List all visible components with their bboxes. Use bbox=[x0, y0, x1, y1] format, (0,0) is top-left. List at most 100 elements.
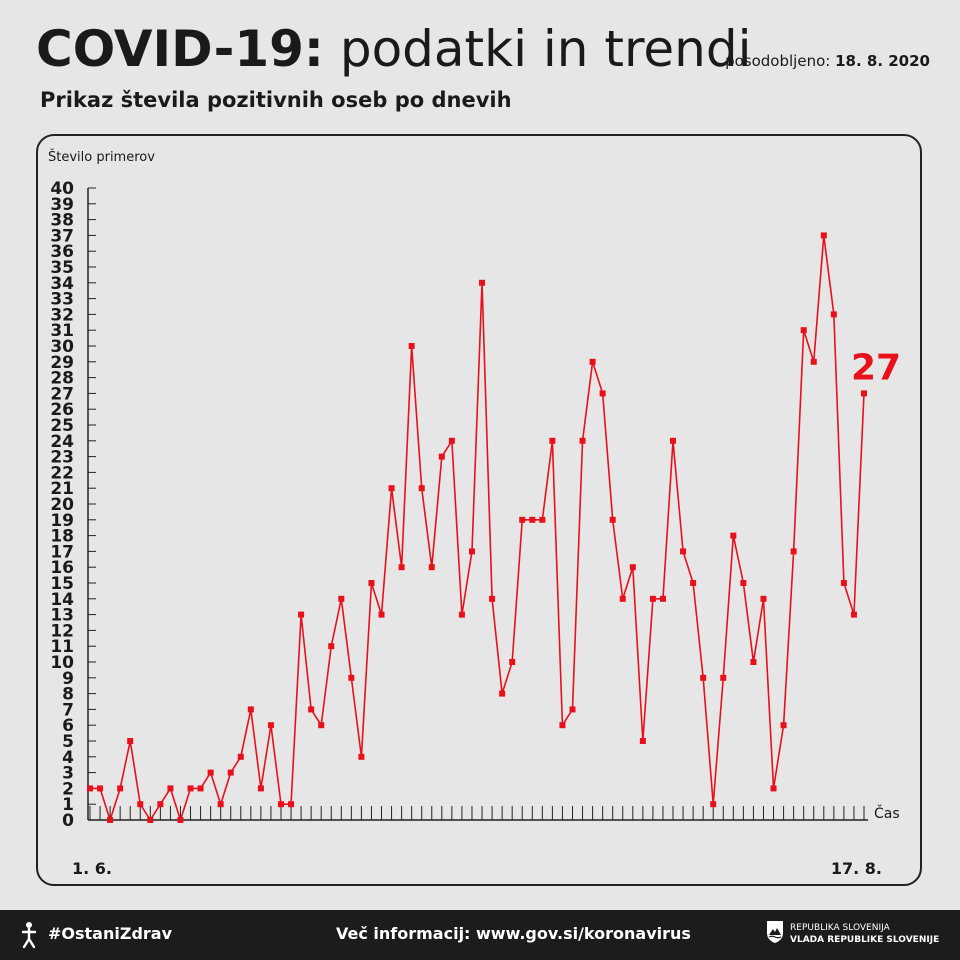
data-point bbox=[690, 580, 697, 586]
data-point bbox=[418, 485, 425, 492]
data-point bbox=[599, 390, 606, 397]
data-point bbox=[629, 564, 636, 571]
data-point bbox=[649, 595, 656, 602]
title-light: podatki in trendi bbox=[339, 20, 752, 78]
y-tick-label: 9 bbox=[62, 669, 74, 689]
gov-line-2: VLADA REPUBLIKE SLOVENIJE bbox=[790, 935, 940, 945]
y-tick-label: 1 bbox=[62, 795, 74, 815]
data-point bbox=[840, 580, 847, 586]
data-point bbox=[619, 595, 626, 602]
chart-panel: Število primerov 0 1 2 3 4 5 6 7 8 9 10 11 12 13 14 15 16… bbox=[36, 134, 922, 886]
y-tick-label: 4 bbox=[62, 748, 74, 768]
data-point bbox=[730, 532, 737, 539]
data-point bbox=[328, 643, 335, 650]
data-point bbox=[97, 785, 104, 792]
y-tick-label: 6 bbox=[62, 716, 74, 736]
data-point bbox=[549, 437, 556, 444]
data-point bbox=[127, 738, 134, 744]
data-point bbox=[368, 580, 375, 586]
title-bold: COVID-19: bbox=[36, 20, 324, 78]
x-axis-label: Čas bbox=[874, 804, 900, 822]
data-point bbox=[187, 785, 194, 792]
data-point bbox=[338, 595, 345, 602]
data-point bbox=[659, 595, 666, 602]
y-tick-label: 5 bbox=[62, 732, 74, 752]
data-point bbox=[820, 232, 827, 239]
data-point bbox=[800, 327, 807, 334]
data-point bbox=[267, 722, 274, 729]
data-point bbox=[177, 817, 184, 823]
x-start-label: 1. 6. bbox=[72, 859, 112, 878]
hashtag: #OstaniZdrav bbox=[48, 924, 173, 943]
data-point bbox=[298, 611, 305, 618]
y-tick-label: 21 bbox=[50, 479, 74, 499]
data-point bbox=[438, 453, 445, 460]
y-tick-label: 32 bbox=[50, 305, 74, 325]
data-point bbox=[257, 785, 264, 792]
data-point bbox=[207, 769, 214, 776]
data-point bbox=[499, 690, 506, 697]
footer: #OstaniZdrav Več informacij: www.gov.si/… bbox=[0, 910, 960, 960]
data-point bbox=[147, 817, 154, 823]
last-value-label: 27 bbox=[851, 347, 901, 388]
y-tick-label: 31 bbox=[50, 321, 74, 341]
y-tick-label: 2 bbox=[62, 779, 74, 799]
y-tick-label: 33 bbox=[50, 290, 74, 310]
slovenia-crest-icon bbox=[767, 921, 783, 943]
data-point bbox=[529, 516, 536, 523]
government-logo-text: REPUBLIKA SLOVENIJA VLADA REPUBLIKE SLOV… bbox=[790, 922, 939, 946]
data-point bbox=[790, 548, 797, 555]
y-tick-label: 35 bbox=[50, 258, 74, 278]
data-point bbox=[247, 706, 254, 713]
updated-date: 18. 8. 2020 bbox=[835, 52, 930, 70]
data-point bbox=[117, 785, 124, 792]
y-tick-label: 24 bbox=[50, 432, 74, 452]
data-point bbox=[107, 817, 114, 823]
data-point bbox=[750, 659, 757, 665]
y-tick-label: 13 bbox=[50, 606, 74, 626]
data-point bbox=[559, 722, 566, 729]
data-point bbox=[700, 674, 707, 681]
y-tick-label: 3 bbox=[62, 764, 74, 784]
line-chart: Število primerov012345678910111213141516… bbox=[48, 149, 901, 878]
series-line bbox=[90, 234, 865, 821]
stay-healthy-figure-icon bbox=[21, 922, 37, 949]
data-point bbox=[398, 564, 405, 571]
y-tick-label: 14 bbox=[50, 590, 74, 610]
subtitle: Prikaz števila pozitivnih oseb po dnevih bbox=[40, 88, 512, 112]
y-tick-label: 36 bbox=[50, 242, 74, 262]
data-point bbox=[448, 437, 455, 444]
data-point bbox=[217, 801, 224, 808]
y-tick-label: 0 bbox=[62, 811, 74, 831]
y-tick-label: 30 bbox=[50, 337, 74, 357]
y-tick-label: 17 bbox=[50, 542, 74, 562]
data-point bbox=[710, 801, 717, 808]
data-point bbox=[569, 706, 576, 713]
x-end-label: 17. 8. bbox=[831, 859, 882, 878]
y-tick-label: 40 bbox=[50, 179, 74, 199]
data-point bbox=[348, 674, 355, 681]
data-point bbox=[308, 706, 315, 713]
data-point bbox=[288, 801, 295, 808]
data-point bbox=[589, 358, 596, 365]
data-point bbox=[810, 358, 817, 365]
y-tick-label: 26 bbox=[50, 400, 74, 420]
data-point bbox=[850, 611, 857, 618]
data-point bbox=[489, 595, 496, 602]
more-info-link[interactable]: Več informacij: www.gov.si/koronavirus bbox=[336, 924, 691, 943]
data-point bbox=[237, 753, 244, 760]
y-axis-label: Število primerov bbox=[48, 149, 155, 165]
updated-label: posodobljeno: bbox=[725, 52, 831, 70]
y-tick-label: 10 bbox=[50, 653, 74, 673]
data-point bbox=[408, 343, 415, 349]
data-point bbox=[830, 311, 837, 318]
y-tick-label: 15 bbox=[50, 574, 74, 594]
data-point bbox=[388, 485, 395, 492]
data-point bbox=[318, 722, 325, 729]
data-point bbox=[227, 769, 234, 776]
y-tick-label: 16 bbox=[50, 558, 74, 578]
data-point bbox=[609, 516, 616, 523]
data-point bbox=[167, 785, 174, 792]
data-point bbox=[458, 611, 465, 618]
data-point bbox=[579, 437, 586, 444]
